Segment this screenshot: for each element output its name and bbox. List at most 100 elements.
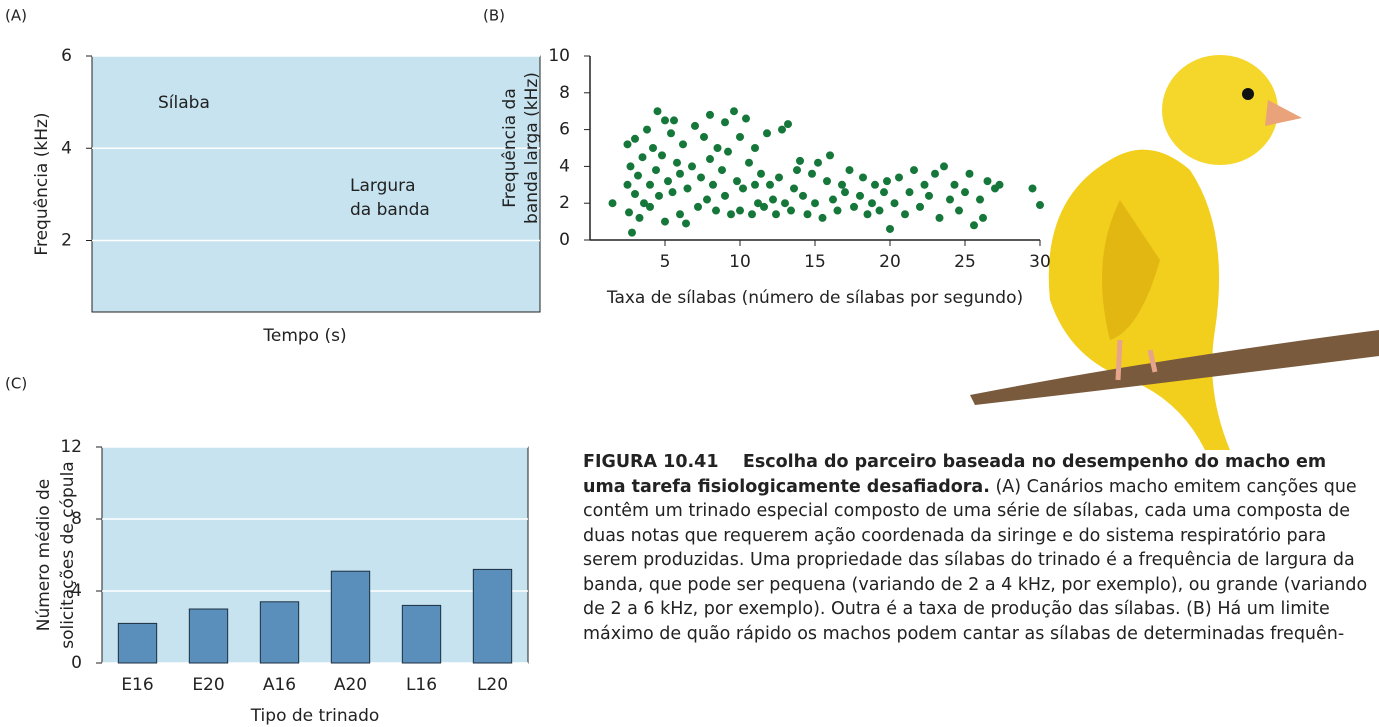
point xyxy=(697,173,705,182)
annotation: Sílaba xyxy=(158,93,210,113)
point xyxy=(694,202,702,211)
point xyxy=(845,166,854,175)
point xyxy=(724,147,732,156)
point xyxy=(649,144,657,152)
x-tick-label: 30 xyxy=(1029,252,1051,272)
y-axis-label: solicitações de cópula xyxy=(58,461,78,648)
point xyxy=(638,153,647,162)
point xyxy=(736,206,744,215)
x-tick-label: 20 xyxy=(879,252,901,272)
y-axis-label: Frequência da xyxy=(500,88,520,208)
x-tick-label: A16 xyxy=(263,675,296,695)
point xyxy=(706,155,714,164)
y-tick-label: 2 xyxy=(559,193,570,213)
caption-text: (A) Canários macho emitem canções que co… xyxy=(583,476,1368,644)
point xyxy=(700,132,708,141)
y-tick-label: 4 xyxy=(559,156,570,176)
point xyxy=(883,177,891,186)
y-tick-label: 4 xyxy=(61,138,72,158)
point xyxy=(778,125,786,134)
point xyxy=(670,116,678,125)
y-tick-label: 6 xyxy=(61,46,72,66)
point xyxy=(916,202,924,211)
panel-label: (B) xyxy=(483,7,505,25)
point xyxy=(961,188,969,197)
point xyxy=(965,169,974,178)
y-tick-label: 0 xyxy=(559,230,570,250)
point xyxy=(713,144,722,152)
point xyxy=(868,199,876,208)
point xyxy=(760,202,768,211)
point xyxy=(841,188,849,197)
figure-caption: FIGURA 10.41 Escolha do parceiro baseada… xyxy=(583,450,1373,646)
x-tick-label: A20 xyxy=(334,675,367,695)
point xyxy=(781,199,789,208)
point xyxy=(751,144,759,152)
point xyxy=(946,195,954,204)
x-tick-label: 10 xyxy=(729,252,751,272)
point xyxy=(634,171,642,180)
point xyxy=(658,151,666,160)
point xyxy=(718,166,726,175)
point xyxy=(1028,184,1037,193)
point xyxy=(661,217,669,226)
y-axis-label: banda larga (kHz) xyxy=(522,72,542,224)
panel-label: (A) xyxy=(5,7,27,25)
point xyxy=(742,114,750,123)
point xyxy=(652,166,660,175)
point xyxy=(920,180,929,189)
y-tick-label: 12 xyxy=(60,437,82,457)
point xyxy=(856,191,864,200)
y-tick-label: 10 xyxy=(548,46,570,66)
y-tick-label: 6 xyxy=(559,120,570,140)
x-axis-label: Tempo (s) xyxy=(262,326,346,346)
point xyxy=(635,213,644,222)
point xyxy=(766,180,774,189)
point xyxy=(727,210,735,219)
panel-label: (C) xyxy=(5,375,27,393)
x-tick-label: 15 xyxy=(804,252,826,272)
x-tick-label: L20 xyxy=(477,675,508,695)
point xyxy=(799,191,807,200)
x-axis-label: Taxa de sílabas (número de sílabas por s… xyxy=(606,288,1023,308)
point xyxy=(676,210,684,219)
y-axis-label: Número médio de xyxy=(34,479,54,632)
point xyxy=(769,195,777,204)
point xyxy=(646,202,654,211)
point xyxy=(631,190,639,198)
point xyxy=(950,180,959,189)
point xyxy=(706,110,714,119)
point xyxy=(763,129,771,138)
point xyxy=(859,173,867,182)
point xyxy=(703,195,711,204)
point xyxy=(623,140,632,149)
bar xyxy=(472,568,513,664)
point xyxy=(1036,201,1044,210)
point xyxy=(754,199,762,208)
figure-number: FIGURA 10.41 xyxy=(583,452,719,472)
point xyxy=(808,169,816,178)
point xyxy=(850,202,858,211)
annotation: Largura xyxy=(350,176,416,196)
plot-area xyxy=(101,446,529,664)
point xyxy=(739,184,747,193)
point xyxy=(733,177,741,186)
point xyxy=(748,210,756,219)
point xyxy=(905,188,914,197)
point xyxy=(646,180,654,189)
point xyxy=(886,224,894,233)
annotation: da banda xyxy=(350,200,430,220)
point xyxy=(901,210,909,219)
point xyxy=(910,166,918,175)
point xyxy=(628,228,636,237)
point xyxy=(979,213,987,222)
bar xyxy=(188,608,229,664)
point xyxy=(623,180,632,189)
point xyxy=(955,206,963,215)
point xyxy=(745,158,753,167)
point xyxy=(730,107,738,116)
point xyxy=(683,184,692,193)
point xyxy=(775,173,783,182)
